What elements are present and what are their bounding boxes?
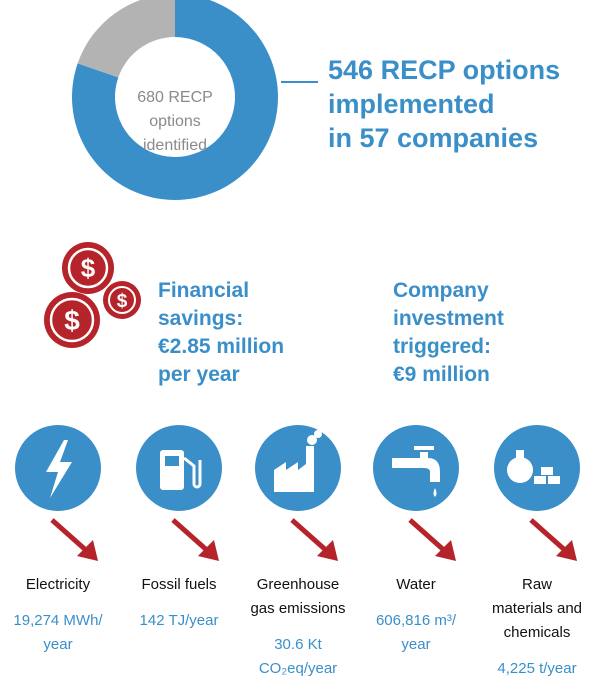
center-label: 680 RECP [137,89,213,106]
arrow-shaft [171,518,211,554]
financial-text: €2.85 million [158,335,284,358]
item-value: 19,274 MWh/ [13,612,103,629]
item-value: 30.6 Kt [274,636,322,653]
icon-fuel [136,425,222,511]
item-value: 4,225 t/year [497,660,576,677]
center-text: RECP [168,89,212,106]
center-label: options [149,113,201,130]
item-value: 142 TJ/year [140,612,219,629]
arrow-head [317,540,338,561]
arrow-head [435,540,456,561]
texts: 546 RECP options implemented in 57 compani… [13,55,582,677]
investment-text: investment [393,307,504,330]
item-value: CO₂eq/year [259,660,337,677]
svg-text:$: $ [64,305,80,336]
center-number: 680 [137,89,164,106]
icon-water [373,425,459,511]
center-label: identified [143,137,207,154]
arrow-shaft [290,518,330,554]
financial-text: savings: [158,307,243,330]
financial-text: Financial [158,279,249,302]
icon-materials [494,425,580,511]
financial-text: per year [158,363,240,386]
arrow-shaft [408,518,448,554]
item-label: materials and [492,600,582,617]
donut-segment [77,0,175,78]
donut-segment [72,0,278,200]
headline: in 57 companies [328,123,538,153]
investment-text: €9 million [393,363,490,386]
item-label: Raw [522,576,552,593]
coins: $ $ $ [44,242,141,348]
item-value: 606,816 m³/ [376,612,457,629]
donut: 680 RECP options identified [72,0,278,200]
item-label: chemicals [504,624,571,641]
headline-number: 546 [328,55,373,85]
headline-text: RECP options [381,55,561,85]
item-label: Electricity [26,576,91,593]
icon-factory [255,425,341,511]
item-label: Greenhouse [257,576,340,593]
svg-text:$: $ [117,291,128,312]
investment-text: Company [393,279,489,302]
icons [15,425,580,511]
item-label: gas emissions [250,600,345,617]
headline: implemented [328,89,495,119]
arrow-head [556,540,577,561]
svg-text:$: $ [81,253,96,283]
item-label: Fossil fuels [141,576,216,593]
headline: 546 RECP options [328,55,560,85]
investment-text: triggered: [393,335,491,358]
arrow-head [77,540,98,561]
item-value: year [43,636,72,653]
arrow-head [198,540,219,561]
item-value: year [401,636,430,653]
item-label: Water [396,576,435,593]
arrow-shaft [50,518,90,554]
icon-electricity [15,425,101,511]
arrow-shaft [529,518,569,554]
